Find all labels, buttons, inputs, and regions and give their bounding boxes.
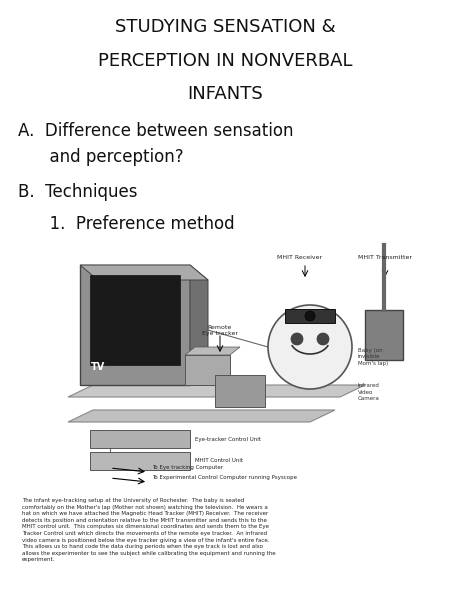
- Polygon shape: [80, 265, 208, 280]
- Text: PERCEPTION IN NONVERBAL: PERCEPTION IN NONVERBAL: [98, 52, 352, 70]
- Bar: [285, 309, 335, 323]
- Circle shape: [268, 305, 352, 389]
- Text: B.  Techniques: B. Techniques: [18, 183, 138, 201]
- Bar: [215, 375, 265, 407]
- Bar: [185, 355, 230, 385]
- Polygon shape: [185, 347, 240, 355]
- Text: The infant eye-tracking setup at the University of Rochester.  The baby is seate: The infant eye-tracking setup at the Uni…: [22, 498, 275, 562]
- Circle shape: [291, 333, 303, 345]
- Text: 1.  Preference method: 1. Preference method: [18, 215, 234, 233]
- Text: Baby (on
invisible
Mom's lap): Baby (on invisible Mom's lap): [358, 348, 388, 365]
- FancyBboxPatch shape: [90, 275, 180, 365]
- Text: A.  Difference between sensation: A. Difference between sensation: [18, 122, 293, 140]
- Circle shape: [317, 333, 329, 345]
- Text: Eye-tracker Control Unit: Eye-tracker Control Unit: [195, 437, 261, 442]
- Text: MHIT Control Unit: MHIT Control Unit: [195, 458, 243, 463]
- Text: MHIT Transmitter: MHIT Transmitter: [358, 255, 412, 260]
- Polygon shape: [68, 410, 335, 422]
- Text: Remote
Eye tracker: Remote Eye tracker: [202, 325, 238, 336]
- Bar: [90, 430, 190, 448]
- Polygon shape: [190, 265, 208, 385]
- Text: MHIT Receiver: MHIT Receiver: [278, 255, 323, 260]
- Text: To Eye tracking Computer: To Eye tracking Computer: [152, 466, 223, 470]
- Text: TV: TV: [91, 362, 105, 372]
- Text: STUDYING SENSATION &: STUDYING SENSATION &: [115, 18, 335, 36]
- FancyBboxPatch shape: [80, 265, 190, 385]
- Text: Infrared
Video
Camera: Infrared Video Camera: [358, 383, 380, 401]
- Text: To Experimental Control Computer running Psyscope: To Experimental Control Computer running…: [152, 475, 297, 481]
- Bar: [90, 452, 190, 470]
- Circle shape: [305, 311, 315, 321]
- Text: INFANTS: INFANTS: [187, 85, 263, 103]
- Text: and perception?: and perception?: [18, 148, 184, 166]
- Bar: [365, 310, 403, 360]
- Polygon shape: [68, 385, 365, 397]
